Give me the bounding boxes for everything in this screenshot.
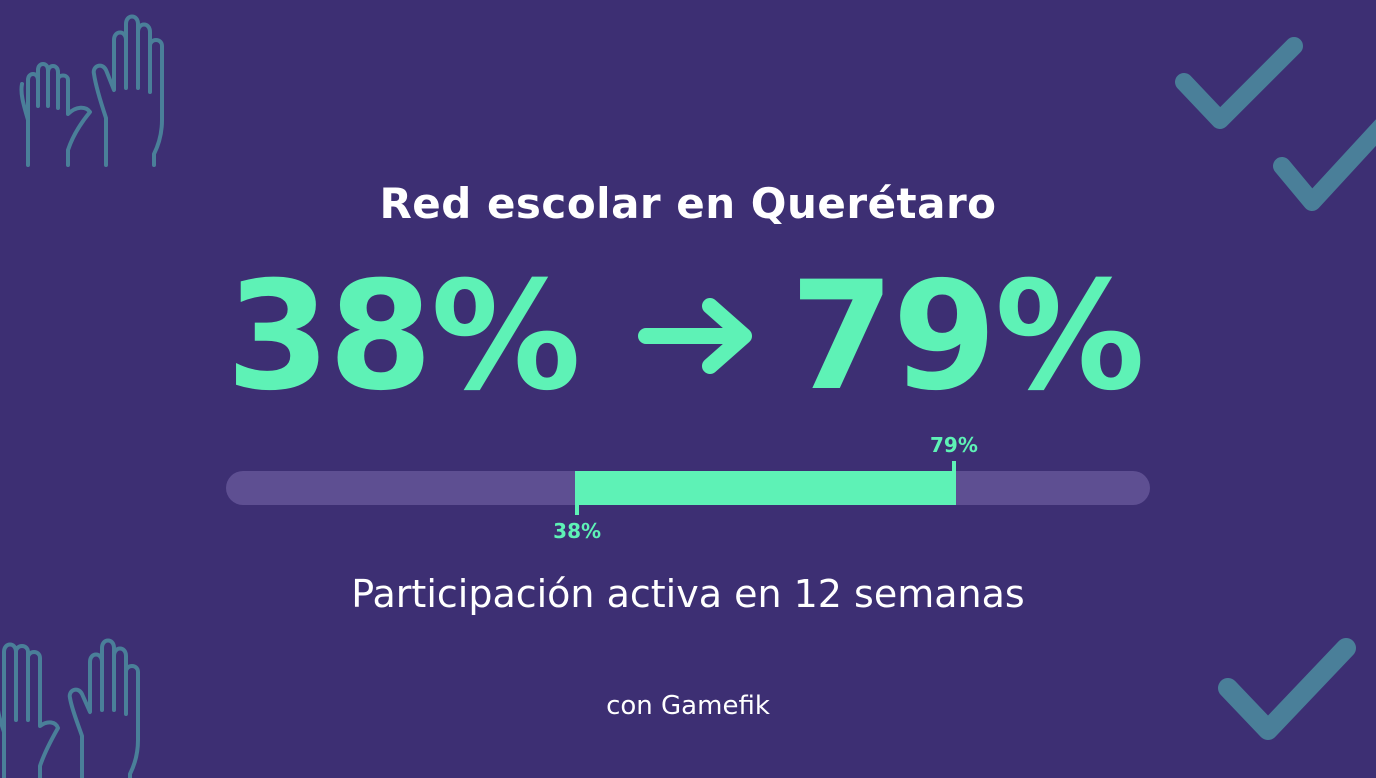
checkmark-icon: [1175, 37, 1303, 129]
brand-credit: con Gamefik: [606, 691, 770, 721]
progress-start-marker: [575, 471, 580, 515]
raised-hands-icon: [0, 638, 140, 778]
progress-end-label: 79%: [930, 433, 978, 457]
progress-start-label: 38%: [553, 519, 602, 543]
progress-track: [226, 461, 1150, 515]
progress-fill: [577, 471, 956, 505]
raised-hands-icon: [19, 14, 164, 167]
subtitle: Participación activa en 12 semanas: [351, 572, 1025, 616]
arrow-right-icon: [638, 298, 752, 374]
checkmark-icon: [1218, 638, 1356, 740]
stat-from-value: 38%: [226, 250, 581, 424]
progress-end-marker: [951, 461, 956, 505]
page-title: Red escolar en Querétaro: [379, 179, 997, 228]
stat-to-value: 79%: [790, 250, 1145, 424]
checkmark-icon: [1273, 119, 1376, 211]
